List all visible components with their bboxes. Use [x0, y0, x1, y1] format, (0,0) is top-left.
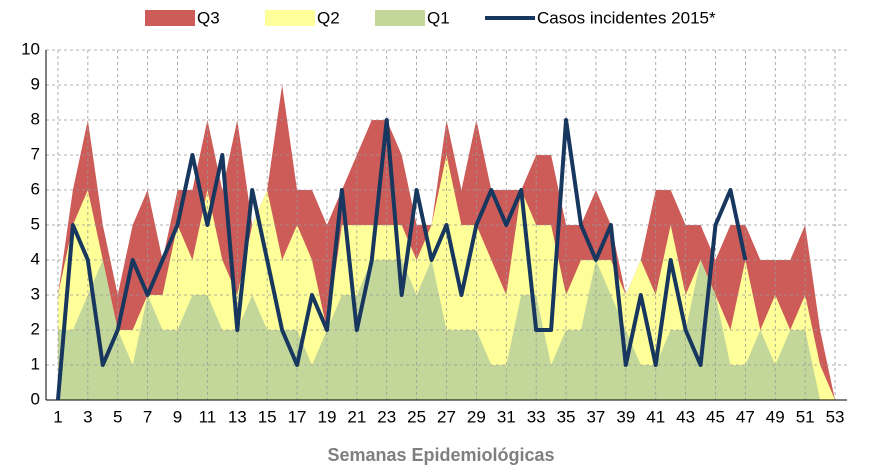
x-tick-label: 25 — [407, 407, 426, 426]
x-tick-label: 19 — [317, 407, 336, 426]
x-tick-label: 13 — [228, 407, 247, 426]
y-tick-label: 1 — [31, 354, 40, 373]
y-tick-label: 10 — [21, 39, 40, 58]
x-tick-label: 49 — [766, 407, 785, 426]
x-tick-label: 7 — [143, 407, 152, 426]
x-tick-label: 17 — [288, 407, 307, 426]
line — [55, 118, 748, 401]
x-tick-label: 1 — [53, 407, 62, 426]
x-tick-label: 45 — [706, 407, 725, 426]
x-tick-label: 41 — [646, 407, 665, 426]
legend-swatch — [265, 10, 315, 26]
legend-label: Q1 — [427, 8, 450, 27]
y-tick-label: 2 — [31, 319, 40, 338]
x-tick-label: 5 — [113, 407, 122, 426]
x-tick-label: 43 — [676, 407, 695, 426]
y-tick-label: 3 — [31, 284, 40, 303]
x-tick-label: 31 — [497, 407, 516, 426]
y-tick-label: 4 — [31, 249, 40, 268]
x-tick-label: 53 — [826, 407, 845, 426]
x-tick-label: 39 — [616, 407, 635, 426]
y-tick-label: 8 — [31, 109, 40, 128]
x-tick-label: 33 — [527, 407, 546, 426]
x-tick-label: 21 — [347, 407, 366, 426]
y-tick-label: 9 — [31, 74, 40, 93]
y-tick-label: 6 — [31, 179, 40, 198]
legend-swatch — [375, 10, 425, 26]
legend-label: Q3 — [197, 8, 220, 27]
x-tick-label: 37 — [586, 407, 605, 426]
legend-label: Casos incidentes 2015* — [537, 8, 716, 27]
x-tick-label: 29 — [467, 407, 486, 426]
legend-swatch — [145, 10, 195, 26]
x-tick-label: 35 — [557, 407, 576, 426]
x-tick-label: 23 — [377, 407, 396, 426]
x-tick-label: 9 — [173, 407, 182, 426]
y-tick-label: 7 — [31, 144, 40, 163]
y-tick-label: 0 — [31, 389, 40, 408]
x-tick-label: 27 — [437, 407, 456, 426]
x-tick-label: 51 — [796, 407, 815, 426]
x-tick-label: 47 — [736, 407, 755, 426]
legend-label: Q2 — [317, 8, 340, 27]
x-tick-label: 15 — [258, 407, 277, 426]
x-axis-title: Semanas Epidemiológicas — [327, 445, 554, 465]
x-tick-label: 11 — [199, 407, 217, 426]
y-tick-label: 5 — [31, 214, 40, 233]
x-tick-label: 3 — [83, 407, 92, 426]
